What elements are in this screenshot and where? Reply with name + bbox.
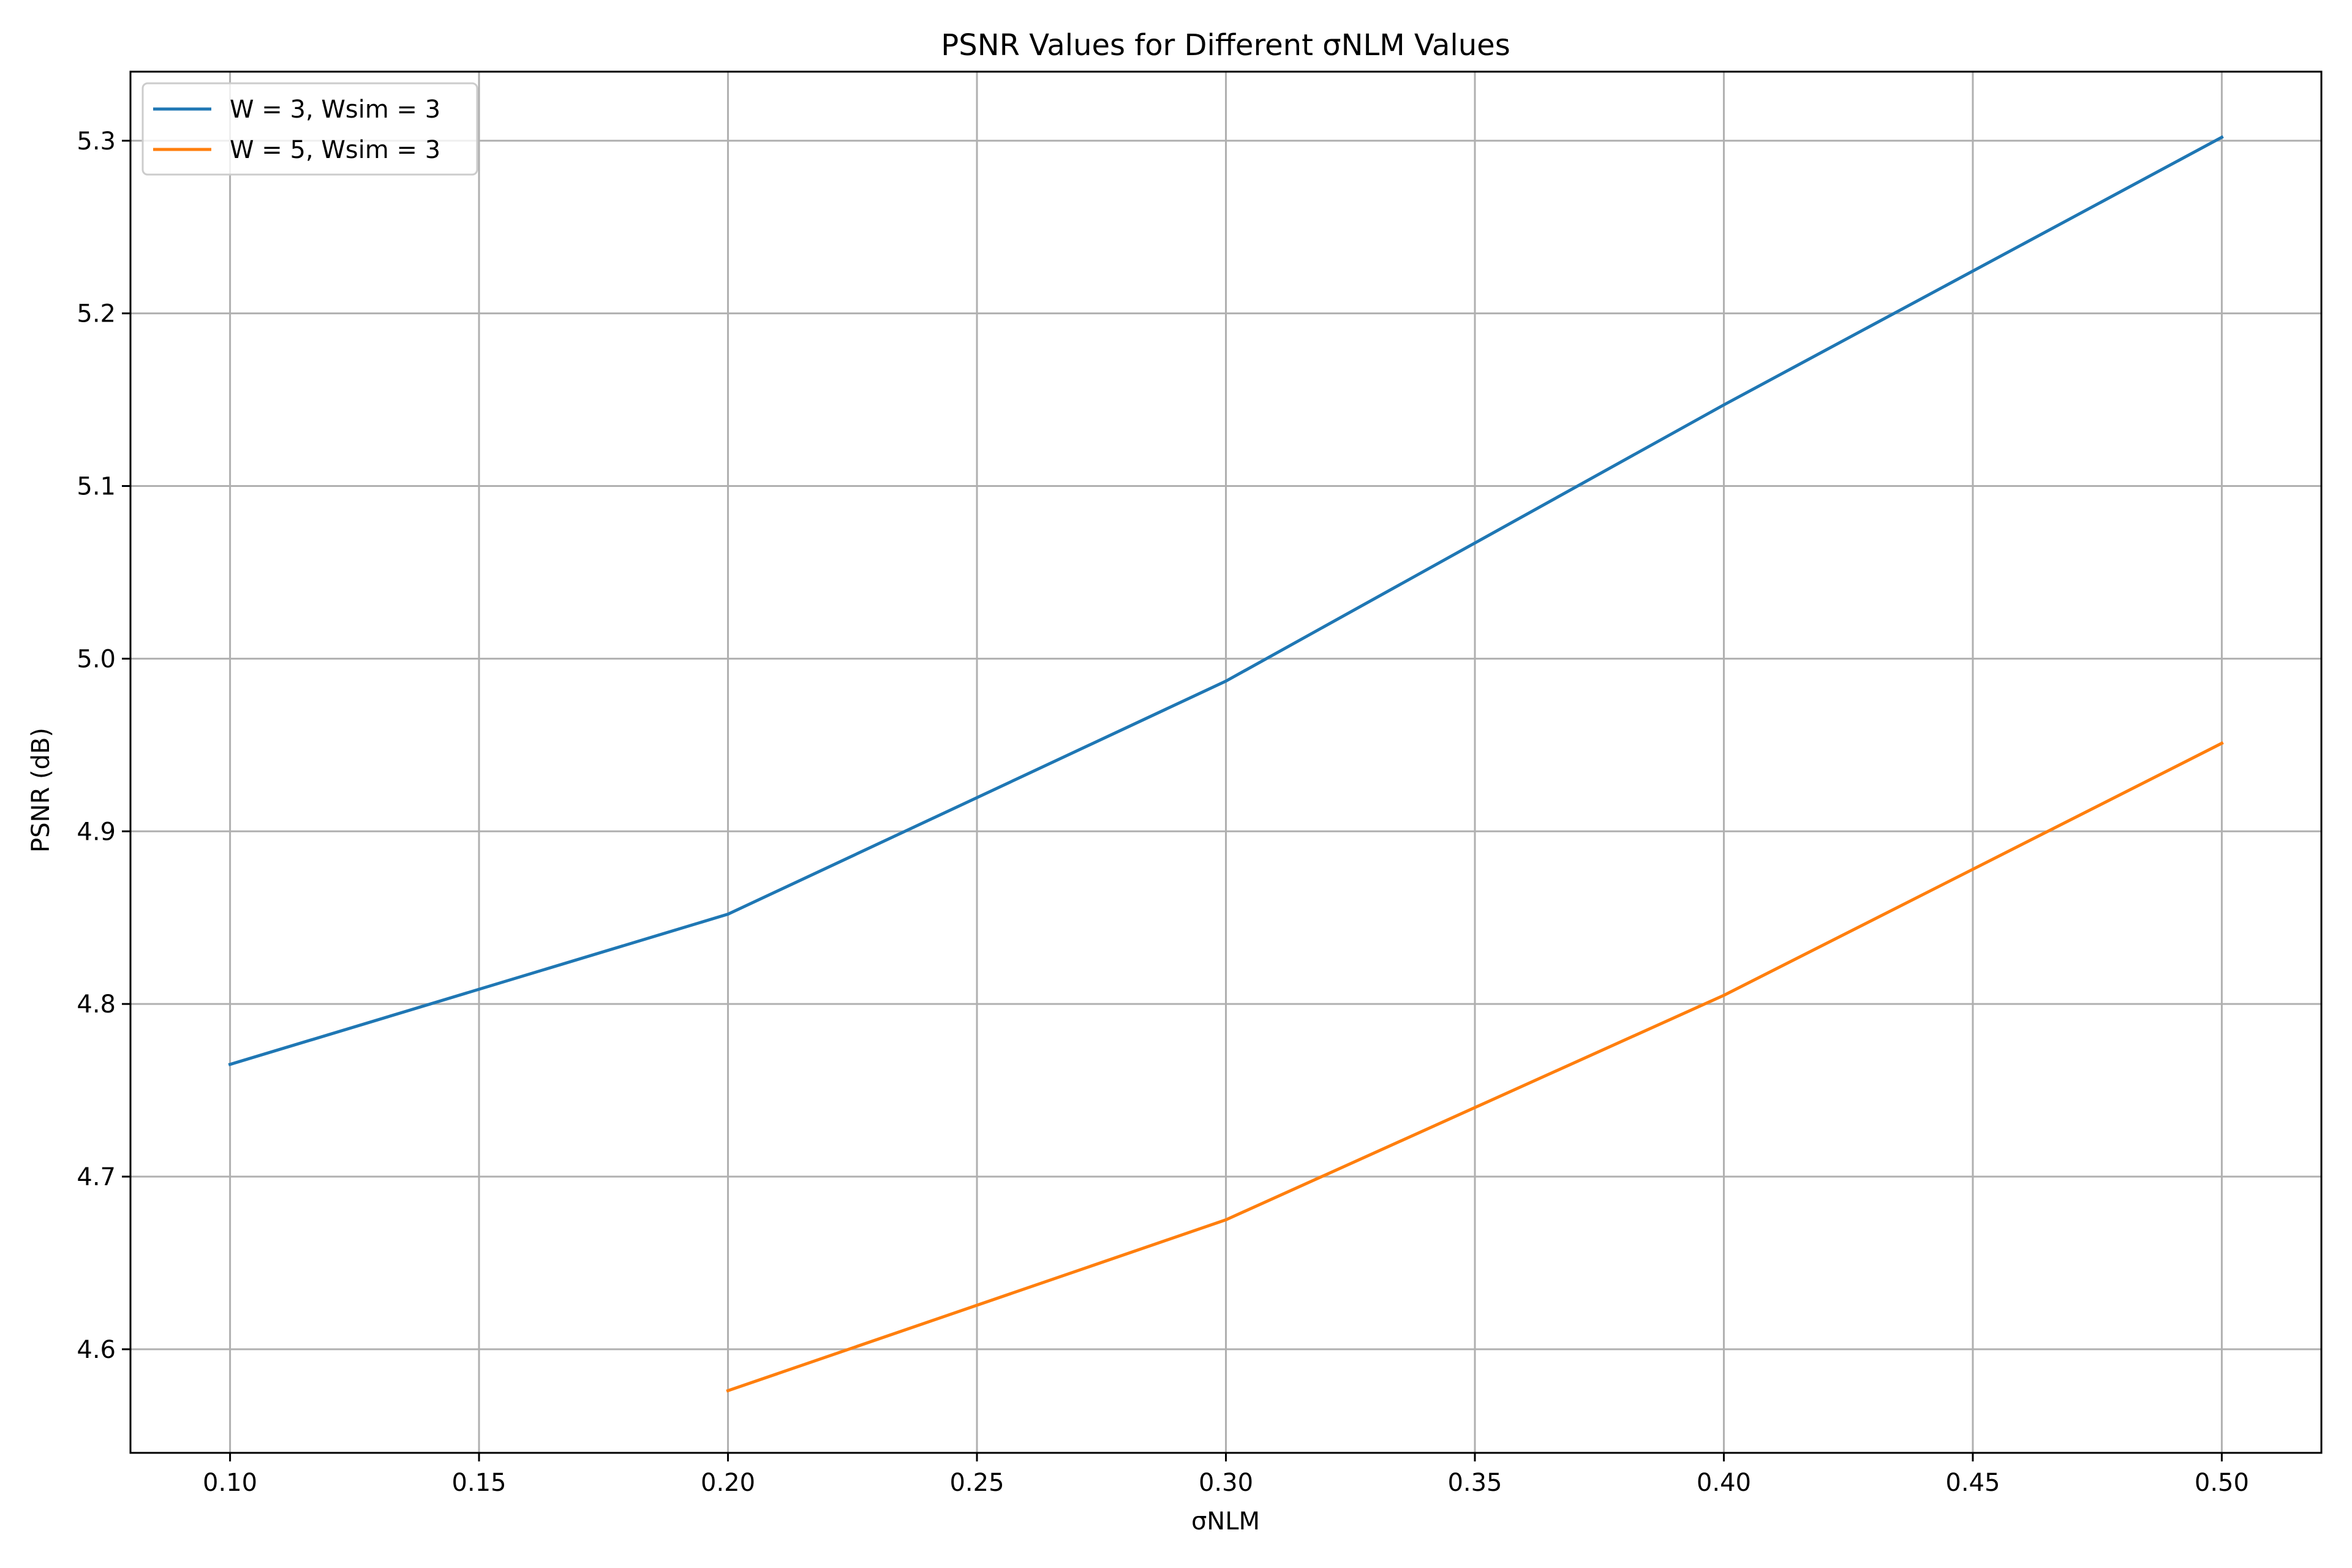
x-tick-label: 0.30 bbox=[1199, 1469, 1253, 1497]
x-tick-label: 0.20 bbox=[701, 1469, 755, 1497]
x-axis-label: σNLM bbox=[1191, 1507, 1260, 1536]
y-tick-label: 5.1 bbox=[77, 473, 116, 501]
legend: W = 3, Wsim = 3 W = 5, Wsim = 3 bbox=[141, 82, 478, 176]
series-lines bbox=[228, 135, 2224, 1393]
y-tick-label: 5.3 bbox=[77, 127, 116, 156]
x-tick-label: 0.10 bbox=[203, 1469, 257, 1497]
x-tick-label: 0.15 bbox=[452, 1469, 507, 1497]
y-tick-label: 4.8 bbox=[77, 990, 116, 1019]
legend-label-w5-wsim3: W = 5, Wsim = 3 bbox=[230, 136, 440, 164]
series-line-w5-wsim3 bbox=[726, 741, 2224, 1393]
legend-label-w3-wsim3: W = 3, Wsim = 3 bbox=[230, 96, 440, 124]
chart-title: PSNR Values for Different σNLM Values bbox=[941, 28, 1510, 62]
axis-ticks: 0.10 0.15 0.20 0.25 0.30 0.35 0.40 0.45 0.50 4.6 4… bbox=[77, 127, 2249, 1497]
x-tick-label: 0.25 bbox=[949, 1469, 1004, 1497]
y-tick-label: 5.2 bbox=[77, 300, 116, 328]
y-axis-label: PSNR (dB) bbox=[27, 728, 55, 853]
y-tick-label: 4.7 bbox=[77, 1163, 116, 1191]
y-tick-label: 4.9 bbox=[77, 818, 116, 846]
y-tick-label: 4.6 bbox=[77, 1336, 116, 1364]
legend-box bbox=[141, 82, 478, 176]
grid-lines bbox=[130, 72, 2321, 1453]
series-line-w3-wsim3 bbox=[228, 135, 2224, 1066]
y-tick-label: 5.0 bbox=[77, 645, 116, 673]
x-tick-label: 0.45 bbox=[1945, 1469, 2000, 1497]
x-tick-label: 0.50 bbox=[2195, 1469, 2249, 1497]
x-tick-label: 0.40 bbox=[1697, 1469, 1751, 1497]
x-tick-label: 0.35 bbox=[1447, 1469, 1502, 1497]
